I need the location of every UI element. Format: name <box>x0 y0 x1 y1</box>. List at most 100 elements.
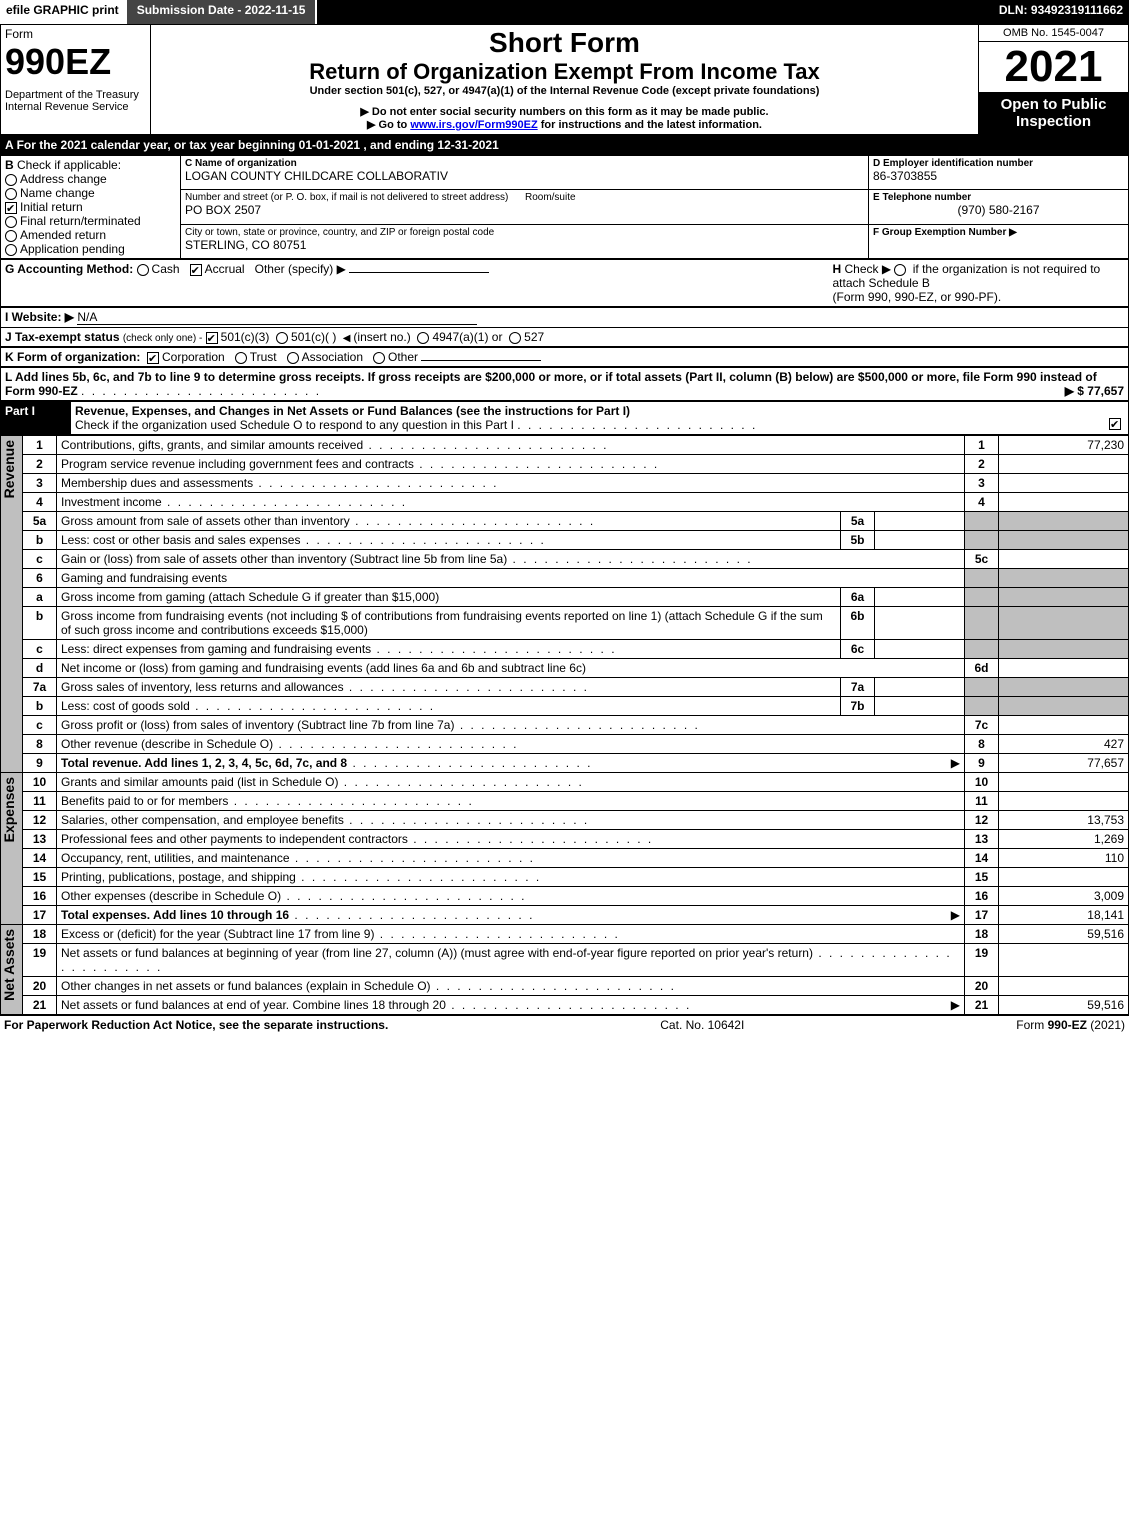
t2-text: Program service revenue including govern… <box>61 457 414 471</box>
v3 <box>999 474 1129 493</box>
lines-table: Revenue 1 Contributions, gifts, grants, … <box>0 435 1129 1015</box>
form-number: 990EZ <box>5 41 146 83</box>
revenue-vlabel: Revenue <box>1 436 17 502</box>
chk-schedO[interactable] <box>1109 418 1121 430</box>
a-text: For the 2021 calendar year, or tax year … <box>17 138 499 152</box>
spacer <box>317 0 992 24</box>
t7a: Gross sales of inventory, less returns a… <box>57 678 841 697</box>
efile-label[interactable]: efile GRAPHIC print <box>0 0 125 24</box>
c-street-cell: Number and street (or P. O. box, if mail… <box>181 190 869 224</box>
n3: 3 <box>23 474 57 493</box>
c-street-lbl: Number and street (or P. O. box, if mail… <box>185 192 508 203</box>
n5b: b <box>23 531 57 550</box>
footer-right-post: (2021) <box>1087 1018 1125 1032</box>
b10: 10 <box>965 773 999 792</box>
t21: Net assets or fund balances at end of ye… <box>57 996 965 1015</box>
note-goto: ▶ Go to www.irs.gov/Form990EZ for instru… <box>155 118 974 131</box>
g6 <box>965 569 999 588</box>
chk-h[interactable] <box>894 264 906 276</box>
n5c: c <box>23 550 57 569</box>
dots-icon <box>228 794 473 808</box>
year-cell: 2021 Open to Public Inspection <box>979 42 1129 135</box>
t12: Salaries, other compensation, and employ… <box>57 811 965 830</box>
b11: 11 <box>965 792 999 811</box>
mv5b <box>875 531 965 550</box>
v20 <box>999 977 1129 996</box>
revenue-vlabel-cell: Revenue <box>1 436 23 773</box>
gv7a <box>999 678 1129 697</box>
n4: 4 <box>23 493 57 512</box>
chk-501c[interactable] <box>276 332 288 344</box>
h-t3: (Form 990, 990-EZ, or 990-PF). <box>833 290 1002 304</box>
n16: 16 <box>23 887 57 906</box>
t18-text: Excess or (deficit) for the year (Subtra… <box>61 927 374 941</box>
chk-corp[interactable] <box>147 352 159 364</box>
open-public: Open to Public Inspection <box>979 92 1128 134</box>
e-lbl: E Telephone number <box>873 192 1124 203</box>
chk-cash[interactable] <box>137 264 149 276</box>
j-o2: 501(c)( ) <box>291 330 336 344</box>
chk-501c3[interactable] <box>206 332 218 344</box>
d-val: 86-3703855 <box>873 169 1124 183</box>
gv6b <box>999 607 1129 640</box>
chk-other-org[interactable] <box>373 352 385 364</box>
t5a: Gross amount from sale of assets other t… <box>57 512 841 531</box>
b14: 14 <box>965 849 999 868</box>
dots-icon <box>273 737 518 751</box>
n6d: d <box>23 659 57 678</box>
c-name: LOGAN COUNTY CHILDCARE COLLABORATIV <box>185 169 864 183</box>
t10-text: Grants and similar amounts paid (list in… <box>61 775 338 789</box>
irs-link[interactable]: www.irs.gov/Form990EZ <box>410 119 537 131</box>
t9-text: Total revenue. Add lines 1, 2, 3, 4, 5c,… <box>61 756 347 770</box>
t7b-text: Less: cost of goods sold <box>61 699 190 713</box>
g5a <box>965 512 999 531</box>
n15: 15 <box>23 868 57 887</box>
t6a: Gross income from gaming (attach Schedul… <box>57 588 841 607</box>
v9: 77,657 <box>999 754 1129 773</box>
dots-icon <box>81 384 321 398</box>
b17: 17 <box>965 906 999 925</box>
part1-head: Revenue, Expenses, and Changes in Net As… <box>75 404 630 418</box>
mv6c <box>875 640 965 659</box>
opt-amended: Amended return <box>20 228 106 242</box>
chk-address-change[interactable] <box>5 174 17 186</box>
n6c: c <box>23 640 57 659</box>
g-cash: Cash <box>152 262 180 276</box>
n14: 14 <box>23 849 57 868</box>
gv5b <box>999 531 1129 550</box>
chk-trust[interactable] <box>235 352 247 364</box>
chk-initial-return[interactable] <box>5 202 17 214</box>
k-other-blank[interactable] <box>421 360 541 361</box>
v14: 110 <box>999 849 1129 868</box>
bcdef-block: B Check if applicable: Address change Na… <box>0 155 1129 259</box>
chk-accrual[interactable] <box>190 264 202 276</box>
c-city-cell: City or town, state or province, country… <box>181 224 869 258</box>
part1-checknote: Check if the organization used Schedule … <box>75 418 514 432</box>
chk-name-change[interactable] <box>5 188 17 200</box>
c-name-lbl: C Name of organization <box>185 158 864 169</box>
chk-final-return[interactable] <box>5 216 17 228</box>
n1: 1 <box>23 436 57 455</box>
g-other-blank[interactable] <box>349 272 489 273</box>
footer: For Paperwork Reduction Act Notice, see … <box>0 1015 1129 1034</box>
chk-assoc[interactable] <box>287 352 299 364</box>
e-cell: E Telephone number (970) 580-2167 <box>869 190 1129 224</box>
chk-pending[interactable] <box>5 244 17 256</box>
gv6 <box>999 569 1129 588</box>
gv6c <box>999 640 1129 659</box>
n6: 6 <box>23 569 57 588</box>
gv7b <box>999 697 1129 716</box>
title-short-form: Short Form <box>155 27 974 59</box>
opt-address: Address change <box>20 172 107 186</box>
gv6a <box>999 588 1129 607</box>
dots-icon <box>431 979 676 993</box>
v19 <box>999 944 1129 977</box>
g-accrual: Accrual <box>205 262 245 276</box>
v11 <box>999 792 1129 811</box>
chk-527[interactable] <box>509 332 521 344</box>
chk-4947[interactable] <box>417 332 429 344</box>
chk-amended[interactable] <box>5 230 17 242</box>
dots-icon <box>350 514 595 528</box>
f-lbl: F Group Exemption Number ▶ <box>873 227 1124 238</box>
dln-value: 93492319111662 <box>1031 3 1123 17</box>
